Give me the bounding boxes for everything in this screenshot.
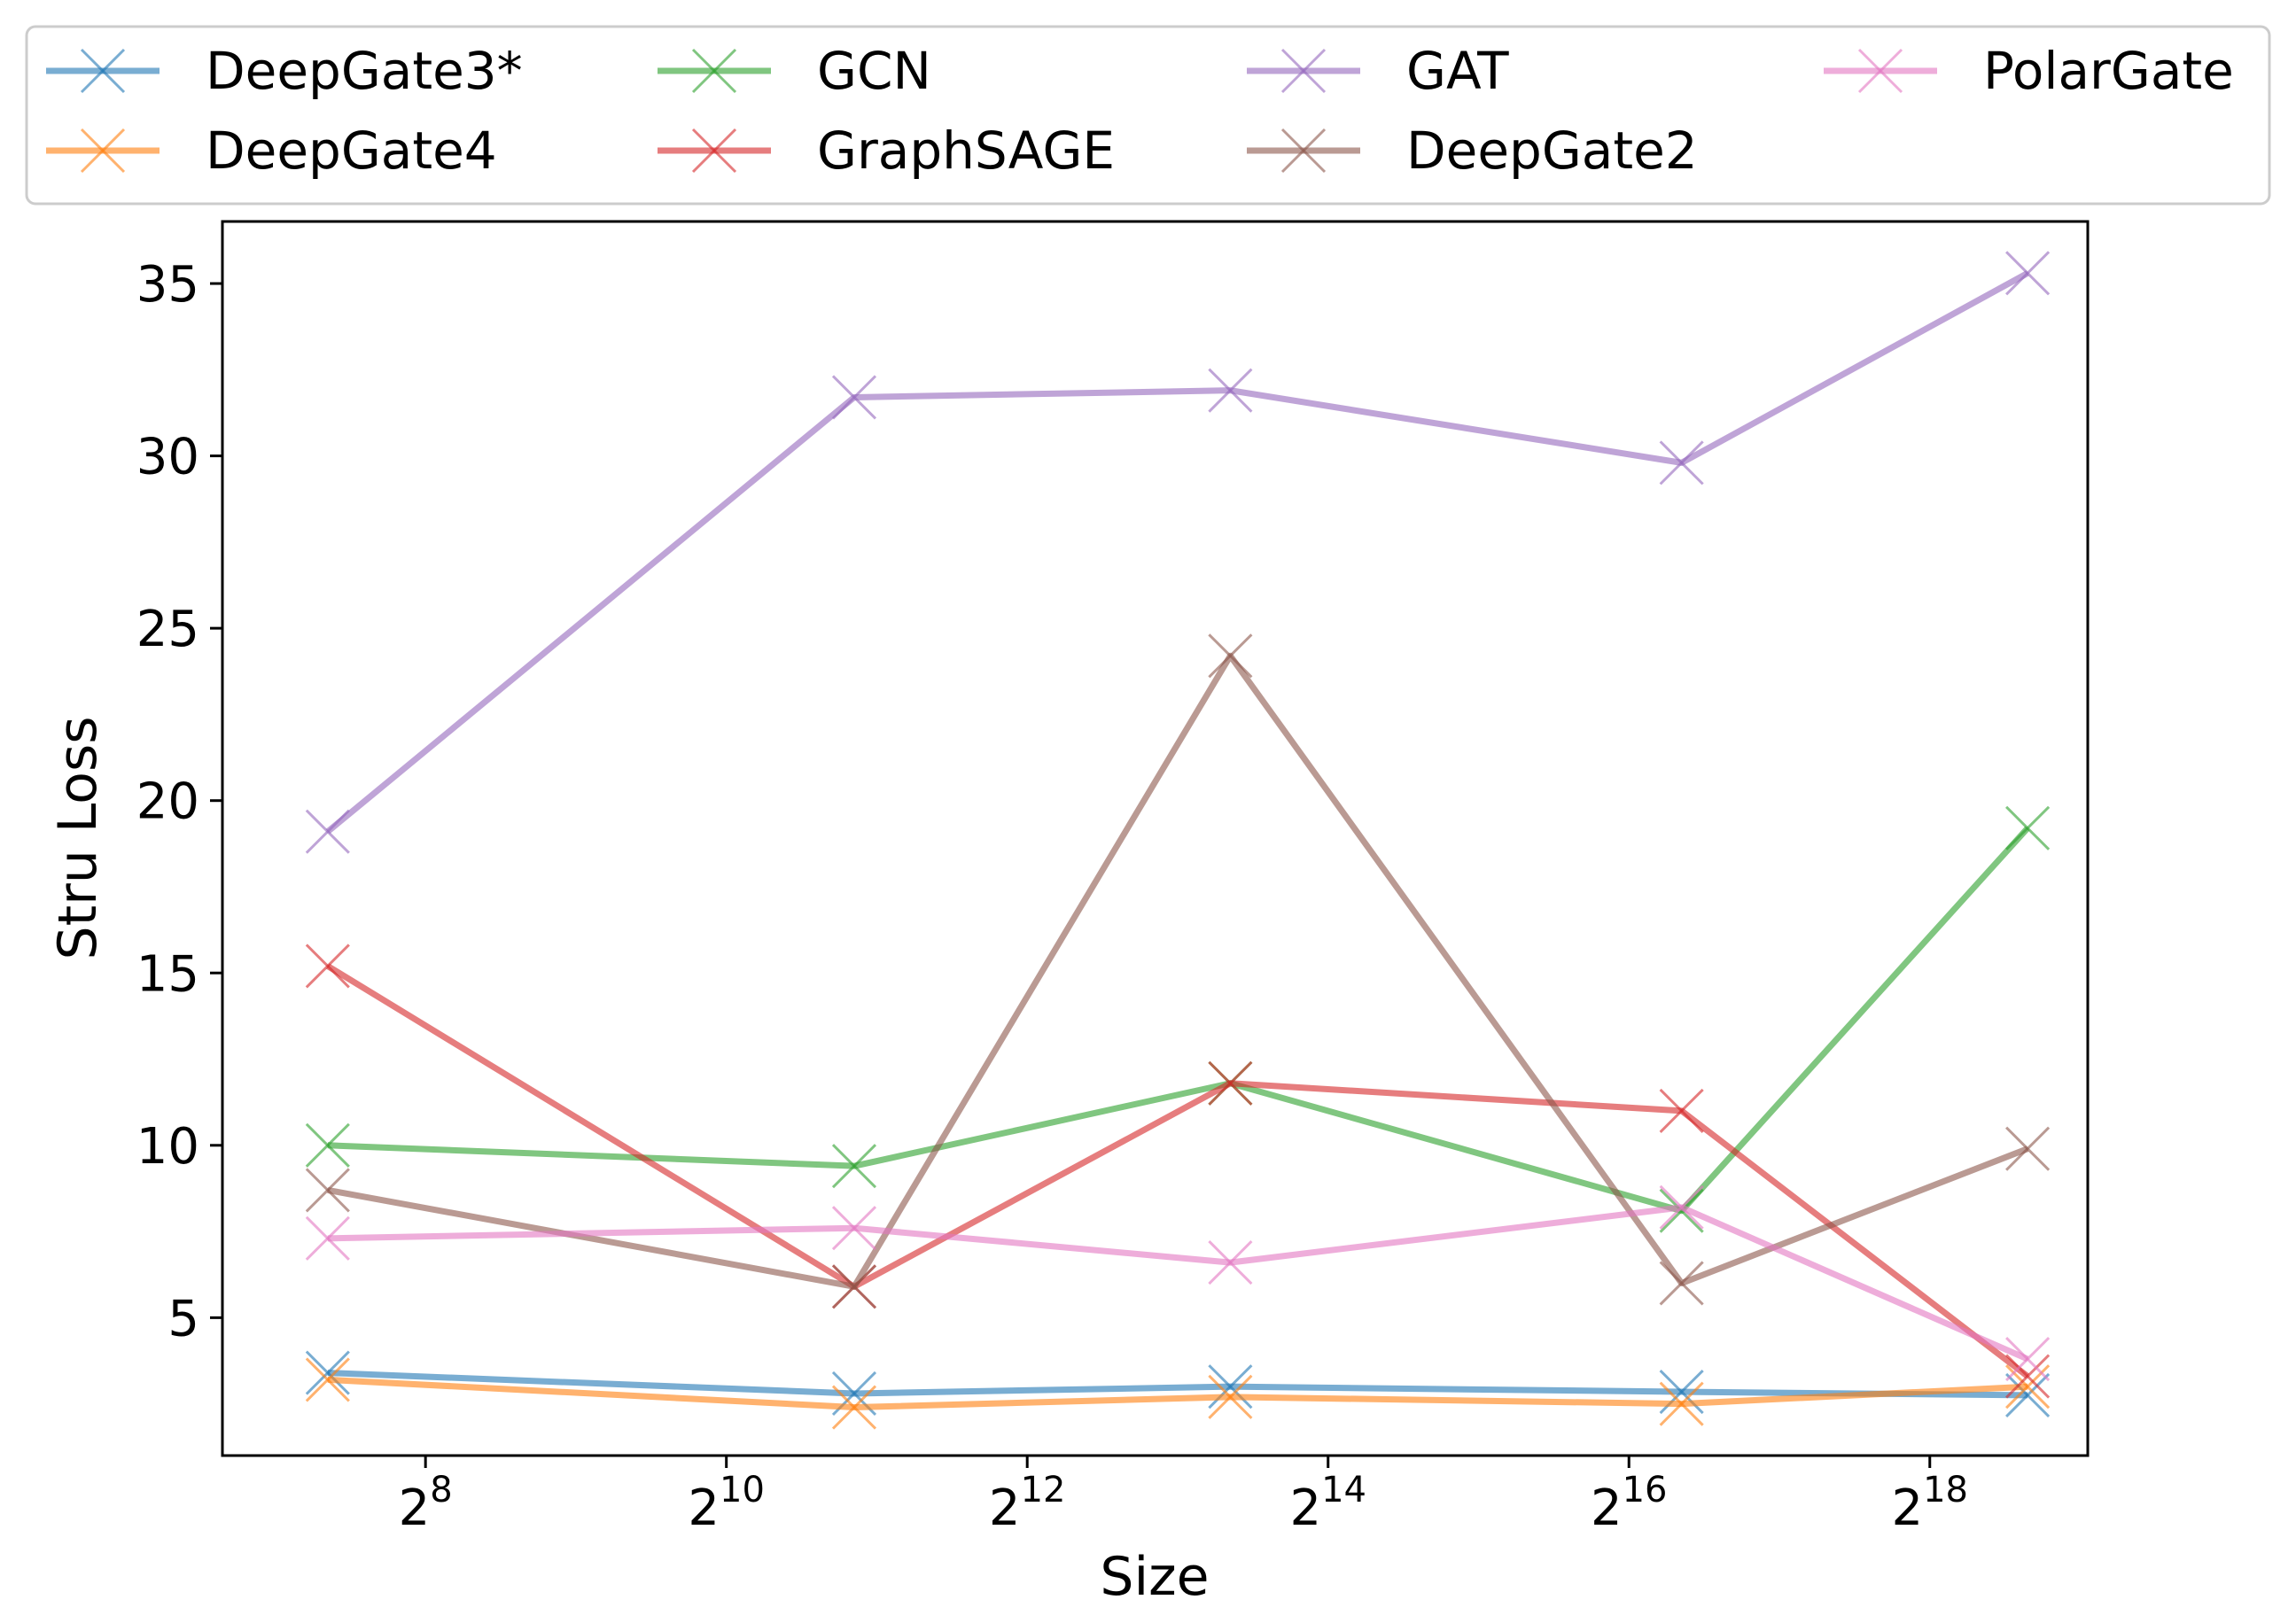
data-point-deepgate2 <box>831 1264 877 1309</box>
legend: DeepGate3* DeepGate4 GCN GraphSAGE GAT DeepGa… <box>25 25 2271 206</box>
data-point-gat <box>1659 440 1704 485</box>
legend-frame <box>25 25 2271 206</box>
data-point-deepgate4 <box>1659 1381 1704 1426</box>
legend-marker <box>1280 48 1327 94</box>
legend-label: GCN <box>817 41 931 101</box>
data-point-deepgate2 <box>1659 1261 1704 1306</box>
legend-label: GAT <box>1406 41 1509 101</box>
y-tick-label: 35 <box>136 256 199 314</box>
series-deepgate4 <box>305 1357 2051 1430</box>
y-tick-label: 10 <box>136 1118 199 1176</box>
series-gat <box>305 251 2051 854</box>
data-point-deepgate4 <box>1208 1374 1253 1419</box>
legend-item-polargate: PolarGate <box>1824 41 2234 101</box>
y-axis-title: Stru Loss <box>47 717 109 960</box>
y-axis: 5 10 15 20 25 30 35 <box>136 256 222 1347</box>
series-deepgate2 <box>305 633 2051 1309</box>
data-point-graphsage <box>1208 1060 1253 1106</box>
legend-label: DeepGate2 <box>1406 120 1698 181</box>
legend-marker <box>80 48 126 94</box>
x-tick-label: 214 <box>1289 1470 1366 1537</box>
legend-marker <box>691 48 737 94</box>
legend-label: DeepGate4 <box>206 120 497 181</box>
x-tick-label: 210 <box>688 1470 765 1537</box>
y-tick-label: 5 <box>167 1290 199 1347</box>
legend-marker <box>1280 128 1327 174</box>
data-point-gcn <box>2005 805 2051 850</box>
data-point-polargate <box>305 1215 350 1261</box>
x-tick-label: 28 <box>399 1470 453 1537</box>
legend-marker <box>1857 48 1903 94</box>
data-point-graphsage <box>2005 1354 2051 1399</box>
data-point-graphsage <box>1659 1088 1704 1133</box>
series-graphsage <box>305 944 2051 1399</box>
data-point-deepgate2 <box>305 1168 350 1213</box>
legend-marker <box>80 128 126 174</box>
x-axis: 28 210 212 214 216 218 <box>399 1456 1968 1537</box>
data-point-polargate <box>2005 1336 2051 1382</box>
legend-label: DeepGate3* <box>206 41 523 101</box>
data-point-gat <box>831 375 877 420</box>
legend-item-graphsage: GraphSAGE <box>658 120 1115 181</box>
series-layer <box>305 251 2051 1430</box>
y-tick-label: 15 <box>136 945 199 1003</box>
legend-item-deepgate4: DeepGate4 <box>46 120 497 181</box>
series-polargate <box>305 1184 2051 1382</box>
series-line-graphsage <box>326 963 2030 1379</box>
data-point-polargate <box>1208 1240 1253 1285</box>
data-point-gcn <box>1659 1188 1704 1233</box>
data-point-gcn <box>305 1122 350 1168</box>
data-point-gcn <box>831 1144 877 1189</box>
data-point-deepgate4 <box>305 1357 350 1402</box>
x-tick-label: 218 <box>1891 1470 1968 1537</box>
x-tick-label: 212 <box>989 1470 1066 1537</box>
x-axis-title: Size <box>1100 1546 1209 1608</box>
series-line-gcn <box>327 826 2030 1215</box>
data-point-gat <box>1208 368 1253 413</box>
x-tick-label: 216 <box>1591 1470 1668 1537</box>
data-point-deepgate2 <box>2005 1126 2051 1171</box>
data-point-deepgate4 <box>831 1385 877 1430</box>
y-tick-label: 30 <box>136 429 199 486</box>
plot-area-frame <box>221 220 2090 1457</box>
data-point-gat <box>305 809 350 854</box>
legend-label: PolarGate <box>1983 41 2234 101</box>
data-point-gat <box>2005 251 2051 296</box>
series-gcn <box>305 805 2051 1233</box>
data-point-deepgate3 <box>2005 1372 2051 1417</box>
series-line-polargate <box>327 1204 2029 1363</box>
legend-item-deepgate3: DeepGate3* <box>46 41 523 101</box>
series-line-deepgate2 <box>327 652 2029 1290</box>
legend-item-deepgate2: DeepGate2 <box>1247 120 1698 181</box>
legend-label: GraphSAGE <box>817 120 1115 181</box>
data-point-deepgate2 <box>1208 633 1253 679</box>
legend-item-gcn: GCN <box>658 41 931 101</box>
data-point-polargate <box>831 1206 877 1251</box>
y-tick-label: 25 <box>136 601 199 658</box>
series-deepgate3 <box>305 1350 2051 1417</box>
data-point-deepgate3 <box>1208 1364 1253 1409</box>
legend-item-gat: GAT <box>1247 41 1509 101</box>
data-point-polargate <box>1659 1184 1704 1230</box>
data-point-graphsage <box>305 944 350 989</box>
y-tick-label: 20 <box>136 773 199 831</box>
data-point-deepgate3 <box>305 1350 350 1395</box>
legend-marker <box>691 128 737 174</box>
